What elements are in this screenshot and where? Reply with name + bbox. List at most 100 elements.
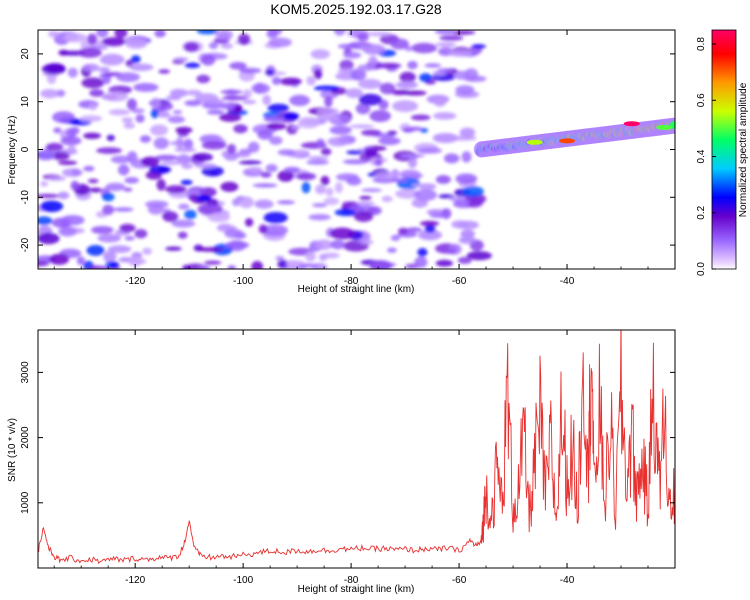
spectrogram-noise-blob	[63, 33, 88, 43]
spectrogram-noise-blob	[424, 63, 442, 68]
spectrogram-noise	[38, 30, 492, 269]
spectrogram-noise-blob	[419, 220, 440, 227]
spectrogram-noise-blob	[142, 247, 153, 255]
spectrogram-noise-blob	[448, 49, 472, 57]
spectrogram-noise-blob	[70, 180, 80, 191]
spectrogram-noise-blob	[133, 82, 159, 92]
spectrogram-noise-blob	[364, 148, 378, 158]
top-x-tick-label: -100	[233, 276, 253, 287]
spectrogram-noise-blob	[125, 59, 134, 67]
spectrogram-noise-blob	[313, 85, 340, 91]
colorbar: 0.0 0.2 0.4 0.6 0.8 Normalized spectral ampl…	[696, 29, 749, 276]
bottom-y-tick-label: 2000	[20, 426, 31, 449]
spectrogram-noise-blob	[181, 163, 193, 170]
spectrogram-noise-blob	[244, 218, 254, 227]
spectrogram-noise-blob	[254, 199, 274, 209]
spectrogram-noise-blob	[208, 42, 219, 50]
spectrogram-noise-blob	[276, 200, 296, 205]
colorbar-tick-label: 0.0	[696, 262, 707, 276]
spectrogram-noise-blob	[277, 149, 296, 156]
spectrogram-noise-blob	[424, 225, 436, 233]
spectrogram-noise-blob	[460, 229, 476, 238]
snr-background	[38, 330, 675, 568]
spectrogram-noise-blob	[297, 116, 321, 129]
spectrogram-noise-blob	[283, 166, 301, 173]
spectrogram-noise-blob	[399, 169, 421, 179]
spectrogram-noise-blob	[329, 125, 352, 135]
spectrogram-noise-blob	[96, 30, 109, 38]
spectrogram-noise-blob	[131, 108, 145, 114]
spectrogram-noise-blob	[357, 64, 375, 72]
spectrogram-noise-blob	[455, 173, 478, 185]
spectrogram-noise-blob	[125, 37, 148, 49]
top-y-axis-label: Frequency (Hz)	[7, 116, 18, 185]
spectrogram-noise-blob	[339, 59, 354, 71]
spectrogram-noise-blob	[263, 212, 288, 224]
spectrogram-noise-blob	[124, 177, 139, 184]
top-y-tick-label: 0	[20, 146, 31, 152]
spectrogram-noise-blob	[432, 133, 459, 143]
spectrogram-noise-blob	[435, 175, 451, 184]
spectrogram-noise-blob	[392, 100, 419, 112]
spectrogram-noise-blob	[322, 252, 340, 259]
spectrogram-noise-blob	[366, 31, 392, 37]
spectrogram-noise-blob	[45, 142, 64, 152]
spectrogram-noise-blob	[330, 239, 346, 250]
spectrogram-noise-blob	[289, 94, 310, 106]
spectrogram-noise-blob	[334, 182, 343, 194]
spectrogram-noise-blob	[262, 94, 272, 106]
spectrogram-noise-blob	[349, 124, 375, 129]
spectrogram-noise-blob	[257, 129, 273, 140]
spectrogram-noise-blob	[67, 67, 78, 78]
spectrogram-noise-blob	[419, 73, 432, 83]
spectrogram-noise-blob	[76, 256, 86, 266]
spectrogram-noise-blob	[169, 141, 184, 146]
spectrogram-noise-blob	[458, 236, 477, 244]
spectrogram-noise-blob	[102, 204, 114, 216]
spectrogram-noise-blob	[387, 247, 397, 253]
spectrogram-noise-blob	[357, 33, 369, 42]
spectrogram-noise-blob	[114, 30, 128, 39]
spectrogram-noise-blob	[238, 196, 254, 209]
spectrogram-noise-blob	[306, 75, 316, 86]
bottom-x-tick-label: -120	[125, 575, 145, 586]
spectrogram-noise-blob	[38, 149, 56, 161]
top-x-tick-label: -60	[452, 276, 467, 287]
spectrogram-noise-blob	[450, 30, 476, 35]
bottom-x-tick-label: -80	[344, 575, 359, 586]
spectrogram-noise-blob	[355, 102, 371, 115]
spectrogram-noise-blob	[378, 99, 389, 110]
spectrogram-noise-blob	[405, 227, 423, 232]
spectrogram-noise-blob	[275, 256, 285, 261]
spectrogram-noise-blob	[315, 184, 326, 195]
spectrogram-noise-blob	[308, 214, 331, 221]
bottom-y-axis-label: SNR (10 * v/v)	[7, 418, 18, 482]
spectrogram-noise-blob	[139, 135, 151, 143]
spectrogram-noise-blob	[312, 203, 328, 208]
spectrogram-noise-blob	[437, 68, 453, 73]
spectrogram-noise-blob	[271, 76, 282, 85]
spectrogram-noise-blob	[79, 115, 103, 122]
spectrogram-noise-blob	[201, 141, 227, 150]
spectrogram-noise-blob	[40, 181, 49, 187]
spectrogram-noise-blob	[165, 95, 181, 101]
spectrogram-noise-blob	[333, 30, 346, 36]
top-x-tick-label: -120	[125, 276, 145, 287]
signal-band-peak	[526, 139, 543, 145]
spectrogram-noise-blob	[361, 129, 382, 136]
spectrogram-noise-blob	[374, 171, 400, 180]
spectrogram-noise-blob	[433, 96, 447, 107]
spectrogram-noise-blob	[403, 90, 427, 96]
spectrogram-noise-blob	[106, 134, 116, 142]
spectrogram-noise-blob	[320, 175, 330, 186]
snr-panel: -120 -100 -80 -60 -40 1000 2000 3000 Height of…	[7, 329, 676, 595]
spectrogram-noise-blob	[345, 88, 364, 98]
spectrogram-noise-blob	[130, 55, 141, 64]
spectrogram-noise-blob	[107, 245, 132, 254]
spectrogram-noise-blob	[57, 191, 70, 200]
spectrogram-noise-blob	[438, 194, 455, 199]
spectrogram-noise-blob	[350, 69, 367, 81]
spectrogram-noise-blob	[317, 107, 340, 115]
top-x-tick-label: -40	[560, 276, 575, 287]
